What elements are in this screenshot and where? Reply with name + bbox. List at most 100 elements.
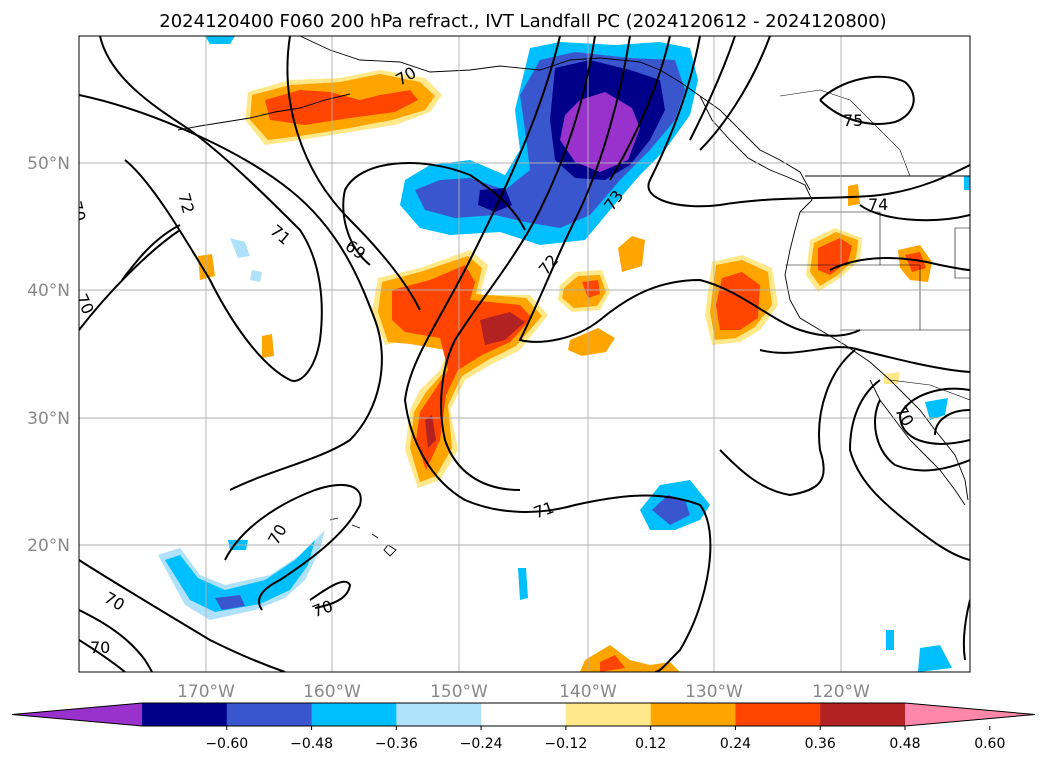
canada-interior: [779, 89, 911, 177]
baja-california: [869, 379, 966, 506]
contour-line-9: [518, 36, 861, 343]
positive-anomaly-small-a: [848, 184, 860, 206]
colorbar: −0.60 −0.48 −0.36 −0.24 −0.12 0.12 0.24 0.36 0.4…: [11, 702, 1036, 752]
contour-label: 74: [868, 195, 888, 214]
lat-label-30n: 30°N: [27, 409, 70, 429]
figure-title: 2024120400 F060 200 hPa refract., IVT La…: [159, 11, 886, 32]
aleutian-chain: [177, 93, 351, 131]
latitude-labels: 50°N 40°N 30°N 20°N: [27, 154, 70, 556]
colorbar-extend-min: [12, 703, 142, 726]
colorbar-tick-label: 0.48: [889, 736, 920, 752]
lat-label-40n: 40°N: [27, 281, 70, 301]
mexico-border: [889, 379, 970, 401]
contour-line-3: [79, 229, 181, 331]
colorbar-tick-label: 0.12: [635, 736, 666, 752]
contour-line-28: [79, 639, 126, 672]
bc-coastline: [699, 95, 813, 213]
colorbar-segment: [735, 703, 821, 726]
lon-label-160w: 160°W: [303, 682, 361, 702]
negative-anomaly-small-4: [230, 238, 250, 258]
contour-line-16: [829, 257, 970, 271]
colorbar-tick-label: 0.60: [974, 736, 1005, 752]
positive-anomaly-aleutian-core: [265, 90, 418, 125]
plot-frame: [78, 35, 971, 673]
contour-layer: [79, 36, 970, 672]
positive-anomaly-bottom-core: [600, 655, 625, 672]
lon-label-150w: 150°W: [430, 682, 488, 702]
colorbar-tick-label: −0.60: [205, 736, 248, 752]
positive-anomaly-small-c: [262, 334, 274, 358]
contour-line-10: [609, 36, 671, 181]
hawaii-islands: [329, 517, 397, 557]
contour-label: 70: [90, 638, 110, 657]
positive-anomaly-central-peak: [480, 312, 525, 345]
contour-line-17: [759, 346, 970, 373]
colorbar-tick-label: 0.36: [805, 736, 836, 752]
colorbar-tick-label: 0.24: [720, 736, 751, 752]
contour-line-25: [79, 609, 153, 672]
positive-anomaly-140w-c: [618, 236, 645, 272]
lon-label-170w: 170°W: [177, 682, 235, 702]
positive-anomaly-140w-b: [568, 328, 615, 356]
contour-label: 70: [66, 199, 90, 224]
contour-line-18: [719, 349, 856, 497]
lat-label-50n: 50°N: [27, 154, 70, 174]
positive-anomaly-coast-core: [818, 238, 852, 275]
contour-line-2: [79, 94, 383, 491]
contour-line-23: [962, 599, 970, 661]
contour-label: 70: [72, 291, 98, 317]
contour-line-4: [121, 224, 181, 281]
lat-label-20n: 20°N: [27, 536, 70, 556]
colorbar-outline: [11, 702, 1036, 727]
contour-line-26: [224, 484, 362, 611]
contour-label: 75: [843, 111, 863, 130]
colorbar-tick-label: −0.36: [375, 736, 418, 752]
colorbar-segment: [226, 703, 313, 726]
contour-label: 72: [174, 191, 198, 216]
contour-line-22: [874, 399, 970, 472]
positive-anomaly-130w-core: [716, 272, 760, 330]
rect-border: [954, 227, 970, 279]
positive-anomaly-central-peak-2: [425, 415, 436, 448]
contour-line-19: [898, 387, 970, 445]
colorbar-extend-max: [905, 703, 1035, 726]
colorbar-segment: [650, 703, 736, 726]
negative-anomaly-gulf-alaska-dark: [478, 188, 512, 212]
colorbar-tick-label: −0.48: [290, 736, 333, 752]
negative-anomaly-small-5: [250, 270, 262, 282]
colorbar-segment: [396, 703, 482, 726]
lon-label-120w: 120°W: [812, 682, 870, 702]
contour-line-15: [859, 204, 970, 222]
positive-anomaly-interior-core: [905, 252, 926, 272]
negative-anomaly-small-8: [964, 176, 970, 190]
colorbar-segment: [311, 703, 397, 726]
colorbar-segment: [481, 703, 567, 726]
negative-anomaly-small-3: [925, 398, 948, 420]
contour-line-5: [286, 36, 421, 311]
state-border-1: [800, 211, 920, 266]
colorbar-segment: [142, 703, 228, 726]
colorbar-tick-label: −0.12: [544, 736, 587, 752]
negative-anomaly-small-6: [205, 36, 235, 44]
graticule: [79, 36, 970, 672]
contour-line-8: [440, 36, 596, 491]
contour-line-20: [934, 409, 970, 436]
lon-label-130w: 130°W: [685, 682, 743, 702]
positive-anomaly-small-b: [198, 254, 215, 280]
alaska-coastline: [299, 36, 811, 191]
negative-anomaly-small-9: [886, 630, 894, 650]
negative-anomaly-tropical-west-mid: [165, 540, 315, 612]
colorbar-segment: [820, 703, 906, 726]
negative-anomaly-tropical-central-core: [652, 495, 690, 525]
contour-line-27: [309, 580, 352, 609]
contour-line-24: [79, 559, 286, 672]
west-coast-us: [784, 211, 969, 501]
contour-line-1: [99, 36, 323, 382]
contour-line-13: [699, 36, 771, 151]
contour-line-7: [403, 36, 712, 672]
coastline-layer: [177, 36, 970, 557]
colorbar-segment: [565, 703, 652, 726]
positive-anomaly-140w-core: [582, 280, 600, 298]
negative-anomaly-small-2: [918, 645, 952, 672]
